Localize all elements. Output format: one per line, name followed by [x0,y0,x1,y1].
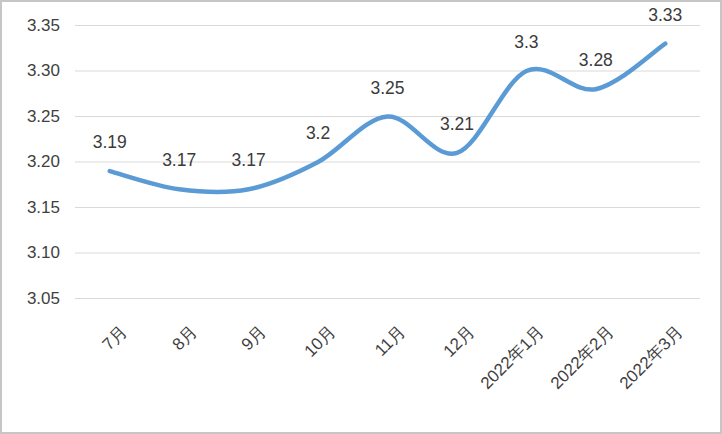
chart-frame: 3.353.303.253.203.153.103.05 7月8月9月10月11… [0,0,722,434]
y-axis-tick-label: 3.10 [0,243,60,263]
data-label: 3.33 [620,6,710,25]
y-axis-tick-label: 3.30 [0,61,60,81]
data-label: 3.25 [343,79,433,98]
data-label: 3.3 [481,33,571,52]
data-label: 3.28 [551,51,641,70]
y-axis-tick-label: 3.05 [0,289,60,309]
data-label: 3.19 [65,133,155,152]
y-axis-tick-label: 3.25 [0,107,60,127]
y-axis-tick-label: 3.15 [0,198,60,218]
data-label: 3.21 [412,115,502,134]
data-label: 3.17 [204,151,294,170]
line-chart-plot-area: 3.353.303.253.203.153.103.05 7月8月9月10月11… [0,0,722,434]
data-label: 3.2 [273,124,363,143]
y-axis-tick-label: 3.20 [0,152,60,172]
y-axis-tick-label: 3.35 [0,16,60,36]
